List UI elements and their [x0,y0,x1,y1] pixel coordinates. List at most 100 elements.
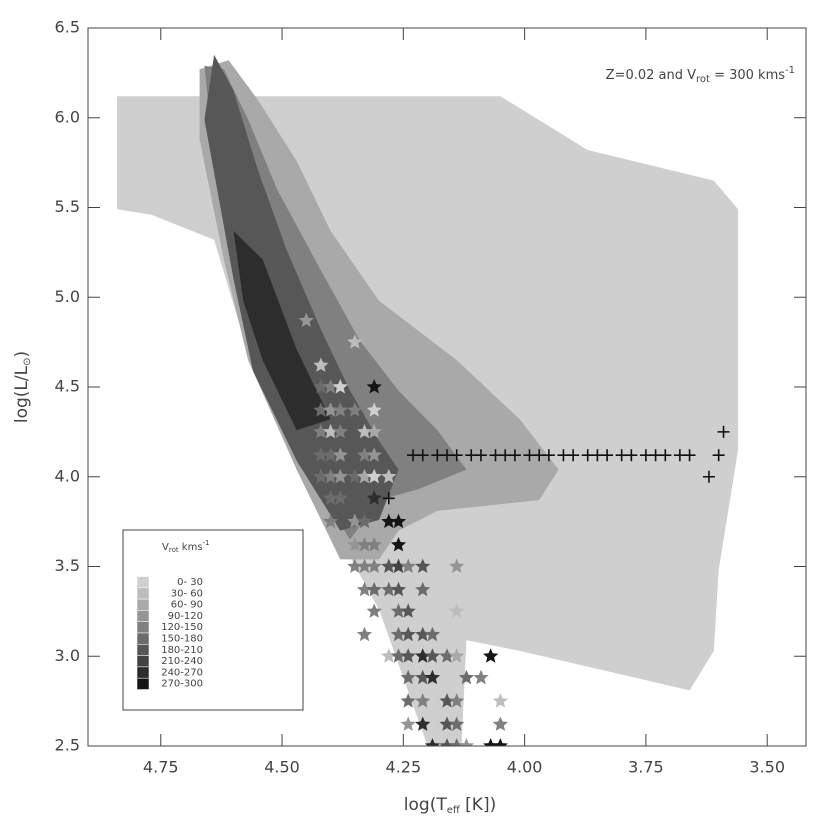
x-tick-label: 3.75 [628,758,664,777]
star-marker [332,447,348,462]
x-label-text: [K]) [460,795,496,815]
star-marker [366,490,382,505]
star-marker [356,537,373,552]
y-tick-label: 5.5 [55,197,80,216]
legend-swatch [136,610,150,622]
plus-marker [567,449,580,462]
star-marker [356,468,373,484]
star-marker [313,379,329,394]
star-marker [347,490,363,505]
star-marker [356,581,373,597]
star-marker [323,513,339,529]
legend-swatch [136,644,150,656]
star-marker [400,626,416,642]
star-marker [390,581,407,597]
legend-label: 30- 60 [171,588,203,599]
star-marker [424,738,441,746]
star-marker [356,626,373,642]
legend-label: 120-150 [161,622,203,633]
star-marker [415,626,431,642]
star-marker [400,716,416,731]
contour [233,230,331,431]
legend-label: 240-270 [161,667,203,678]
star-marker [449,558,465,573]
star-marker [313,402,329,417]
plus-marker [702,470,715,483]
y-tick-label: 6.5 [55,18,80,37]
plus-marker [450,449,463,462]
star-marker [415,716,431,731]
plus-marker [683,449,696,462]
star-marker [356,513,373,529]
annotation-text: = 300 kms [710,68,785,83]
star-marker [323,423,339,439]
y-label-sub: ⊙ [22,358,33,366]
star-marker [298,312,314,328]
star-marker [366,581,382,597]
x-tick-label: 4.50 [264,758,300,777]
star-marker [381,513,397,529]
legend-swatch [136,587,150,600]
x-label-sub: eff [447,805,461,816]
legend-swatch [136,576,150,589]
plus-marker [382,492,395,505]
star-marker [323,402,339,417]
star-marker [356,490,373,505]
star-marker [366,558,382,573]
legend-title-sup: -1 [203,539,210,547]
y-tick-label: 6.0 [55,107,80,126]
star-marker [356,447,373,462]
star-marker [366,447,382,462]
plus-marker [712,449,725,462]
annotation-text: Z=0.02 and V [606,68,696,83]
star-marker [347,468,363,484]
plus-marker [625,449,638,462]
star-marker [415,558,431,573]
legend-swatch [136,677,150,690]
star-marker [439,716,455,731]
star-marker [366,379,382,394]
star-marker [390,513,407,529]
legend-title-text: V [162,542,169,553]
star-marker [390,648,407,663]
star-marker [449,603,465,618]
contour [204,65,467,540]
star-marker [313,357,329,372]
y-tick-label: 3.0 [55,646,80,665]
star-marker [400,648,416,663]
star-marker [492,693,508,708]
star-marker [439,648,455,663]
star-marker [390,603,407,618]
legend-label: 60- 90 [171,600,203,611]
legend-label: 0- 30 [177,577,203,588]
y-axis-label: log(L/L⊙) [12,351,33,423]
star-marker [381,468,397,484]
y-tick-label: 4.0 [55,466,80,485]
star-marker [332,423,348,439]
star-marker [323,468,339,484]
plus-marker [508,449,521,462]
star-marker [356,423,373,439]
star-marker [366,402,382,417]
star-marker [381,581,397,597]
star-marker [347,558,363,573]
legend-swatch [136,621,150,634]
star-marker [400,669,416,685]
star-marker [415,693,431,708]
star-marker [492,716,508,731]
annotation: Z=0.02 and Vrot = 300 kms-1 [606,65,795,85]
star-marker [347,447,363,462]
star-marker [366,603,382,618]
star-marker [381,558,397,573]
star-marker [400,693,416,708]
star-marker [449,648,465,663]
star-marker [332,402,348,417]
legend-swatch [136,655,150,668]
star-marker [313,447,329,462]
legend-label: 210-240 [161,656,203,667]
star-marker [492,738,508,746]
y-tick-label: 4.5 [55,377,80,396]
x-tick-label: 4.25 [386,758,422,777]
